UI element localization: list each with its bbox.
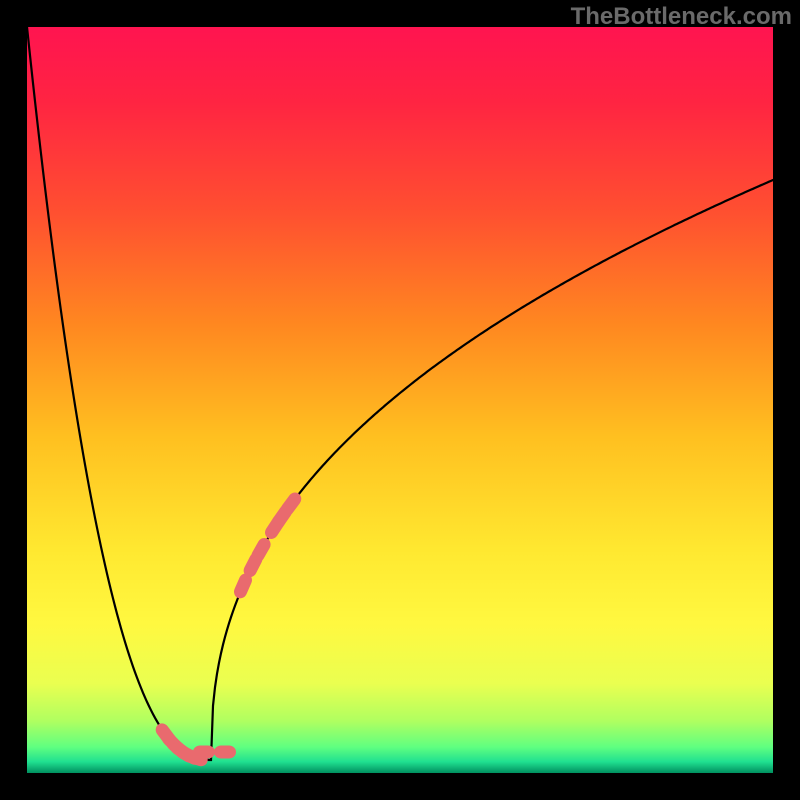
curve-marker — [214, 746, 236, 759]
response-curve — [27, 27, 773, 760]
curve-marker — [193, 746, 215, 759]
watermark-text: TheBottleneck.com — [571, 3, 792, 31]
curve-overlay — [0, 0, 800, 800]
chart-container: TheBottleneck.com — [0, 0, 800, 800]
